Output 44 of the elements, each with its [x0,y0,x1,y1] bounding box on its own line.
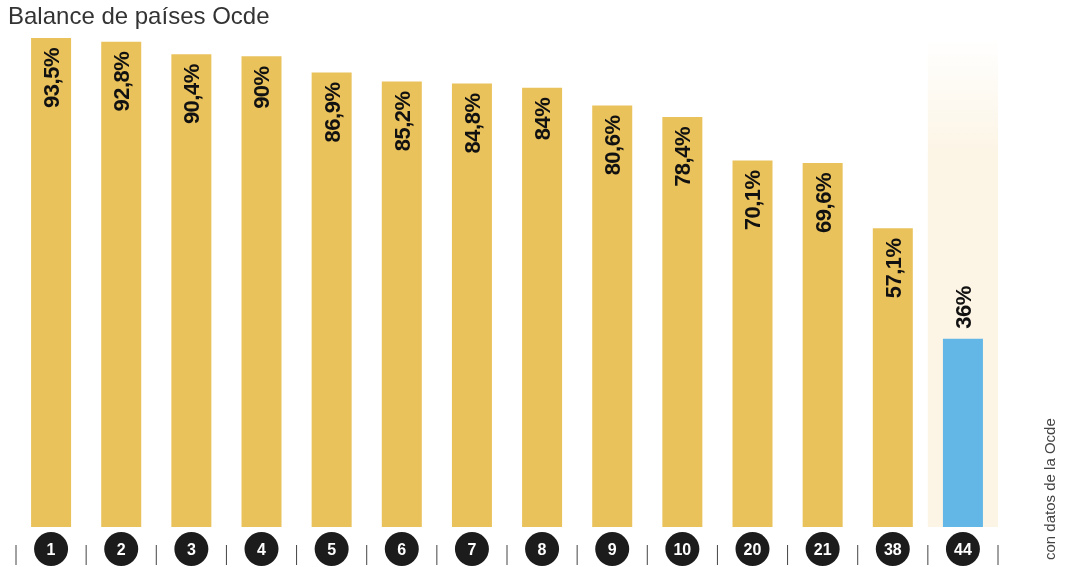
bar [381,81,422,527]
x-tick-label: 44 [954,540,972,558]
bar [732,160,773,527]
bar [241,56,282,527]
bar [872,228,913,527]
data-label: 69,6% [810,173,836,233]
x-tick-label: 5 [327,540,337,558]
bar [311,72,352,527]
data-label: 80,6% [600,115,626,176]
bar [942,338,983,527]
bar [171,54,212,527]
x-tick-label: 21 [813,540,832,558]
x-tick-label: 8 [537,540,547,558]
bar [451,83,492,527]
data-label: 90,4% [179,64,205,125]
data-label: 57,1% [880,238,906,299]
x-tick-label: 1 [46,540,56,558]
x-tick-label: 3 [186,540,196,558]
x-tick-label: 6 [397,540,407,558]
x-tick-label: 20 [743,540,762,558]
data-label: 92,8% [109,51,135,112]
data-label: 90% [249,66,275,109]
bar [522,87,563,527]
bar [31,38,72,527]
x-tick-label: 38 [883,540,902,558]
x-tick-label: 2 [116,540,126,558]
data-label: 85,2% [389,91,415,152]
bar [802,163,843,527]
bar [101,41,142,527]
data-label: 86,9% [319,82,345,143]
x-tick-label: 4 [257,540,267,558]
chart-title: Balance de países Ocde [8,2,270,30]
bar [662,116,703,527]
x-tick-label: 10 [673,540,692,558]
data-label: 84% [530,97,555,141]
data-label: 93,5% [39,48,64,108]
text: con datos de la Ocde [1041,418,1059,560]
data-label: 70,1% [740,170,766,231]
bar [592,105,633,527]
data-label: 36% [950,286,976,329]
x-tick-label: 7 [467,540,477,558]
data-label: 84,8% [459,93,485,154]
data-label: 78,4% [670,126,696,187]
x-tick-label: 9 [607,540,617,558]
